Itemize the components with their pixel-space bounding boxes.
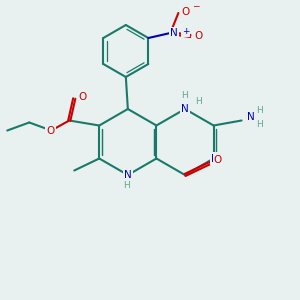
Text: N: N: [124, 170, 132, 180]
Text: N: N: [211, 154, 218, 164]
Text: H: H: [196, 97, 202, 106]
Text: +: +: [182, 26, 189, 35]
Text: −: −: [192, 2, 199, 10]
Text: H: H: [256, 106, 263, 115]
Text: N: N: [247, 112, 254, 122]
Text: H: H: [256, 120, 263, 129]
Text: N: N: [181, 104, 189, 114]
Text: O: O: [181, 7, 190, 17]
Text: O: O: [46, 127, 54, 136]
Text: O: O: [78, 92, 86, 101]
Text: O: O: [194, 31, 202, 41]
Text: H: H: [124, 182, 130, 190]
Text: N: N: [170, 28, 178, 38]
Text: O: O: [214, 155, 222, 165]
Text: H: H: [182, 92, 188, 100]
